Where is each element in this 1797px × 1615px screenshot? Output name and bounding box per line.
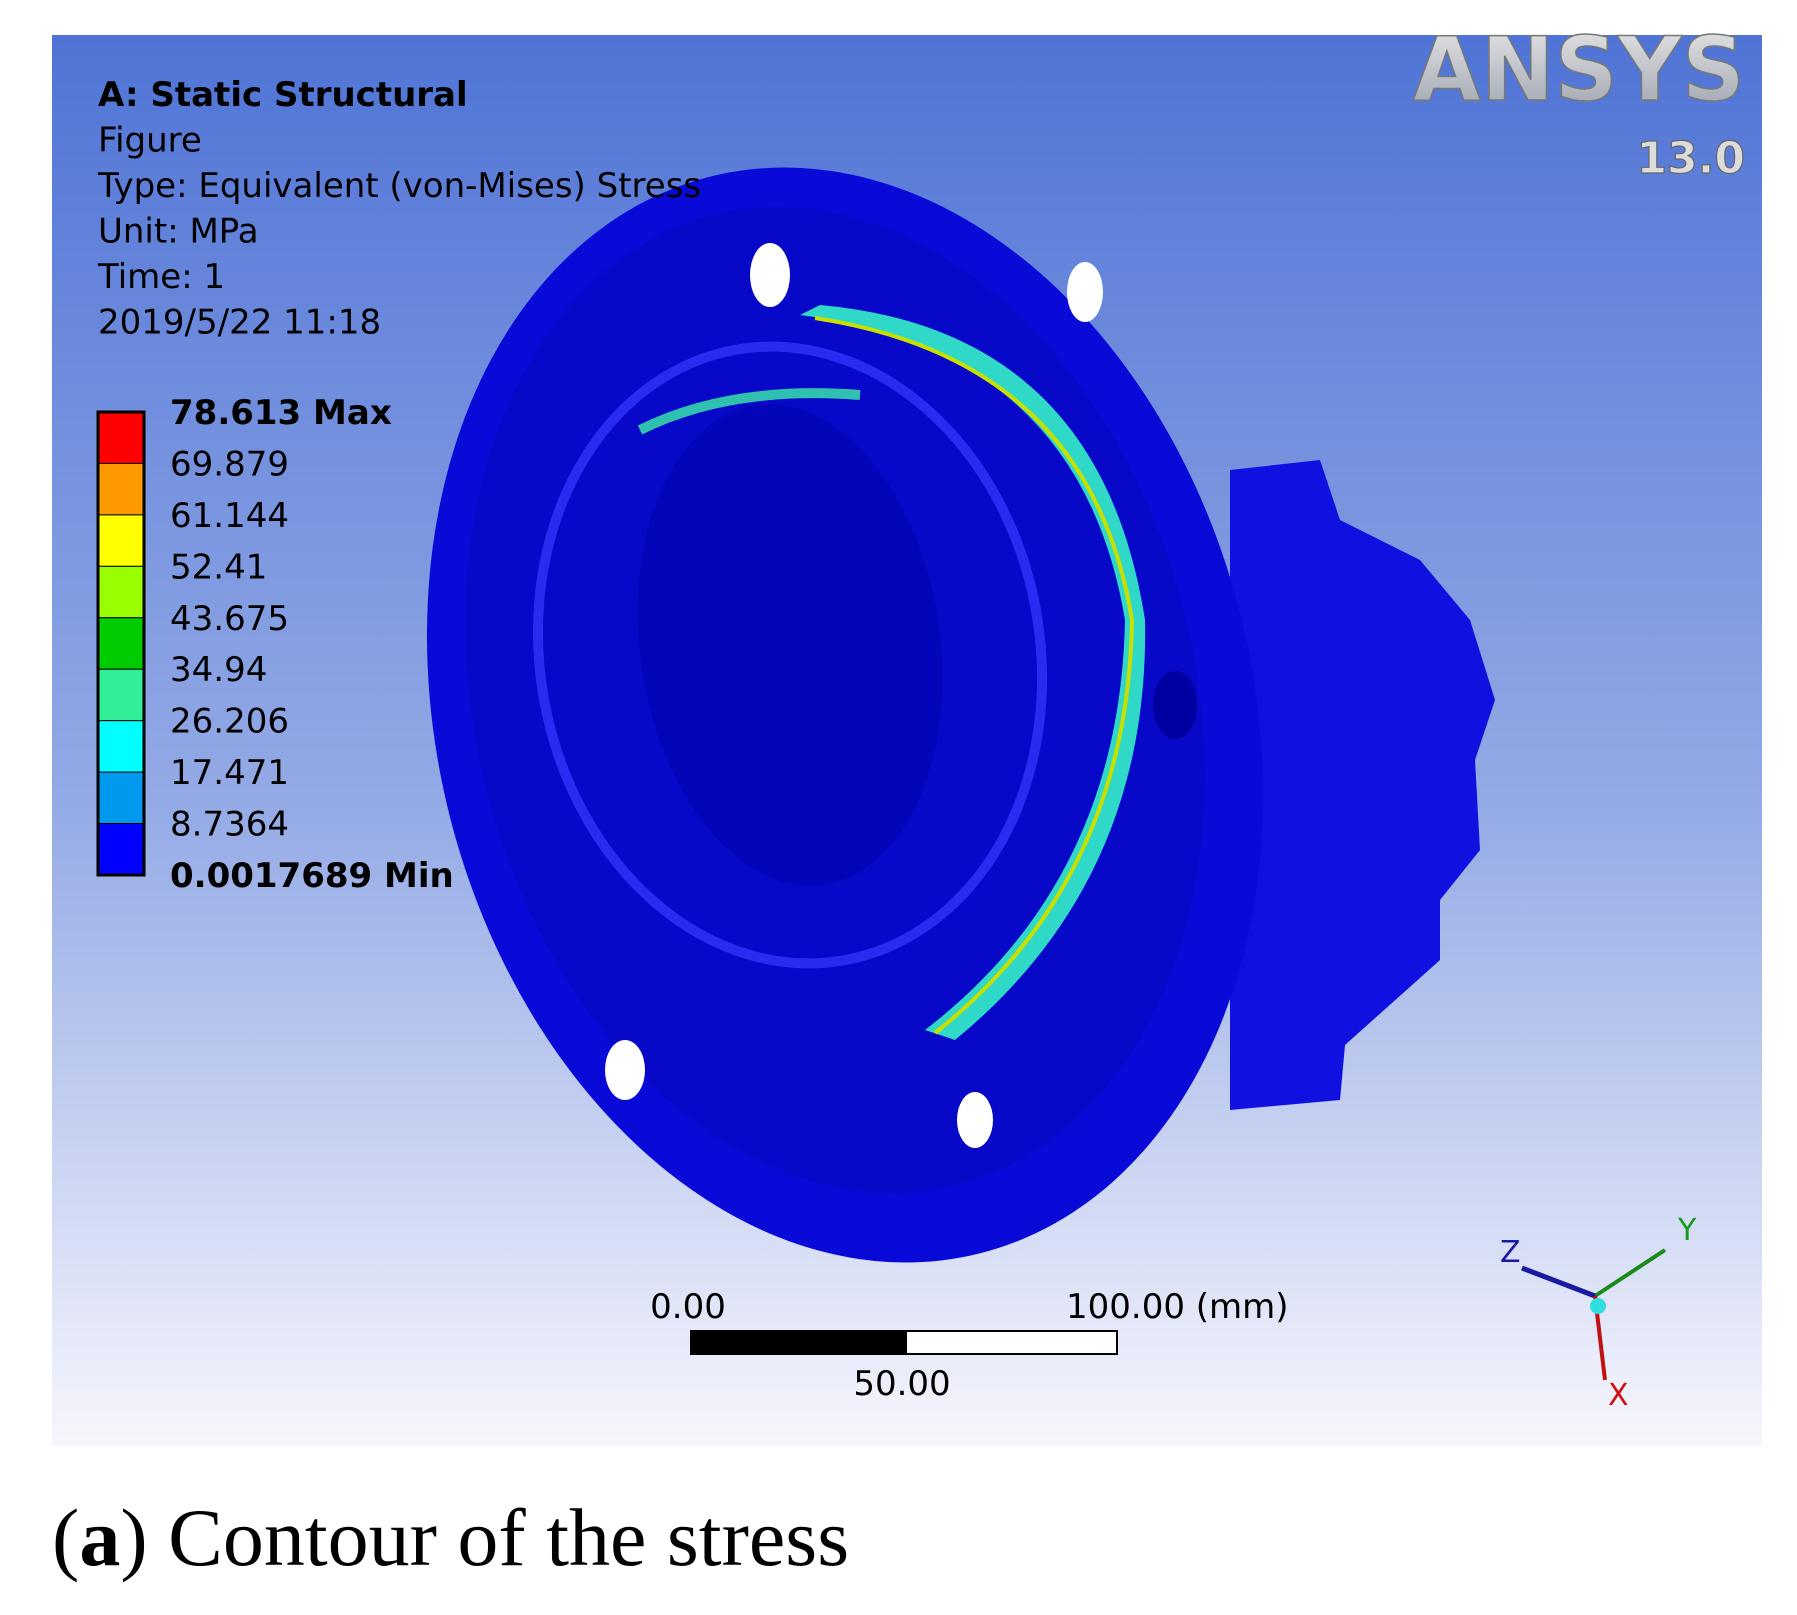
scale-middle: 50.00 bbox=[853, 1364, 950, 1404]
legend-swatch bbox=[97, 514, 145, 567]
info-line: Type: Equivalent (von-Mises) Stress bbox=[97, 166, 701, 206]
info-line: A: Static Structural bbox=[98, 75, 468, 115]
scale-bar-fill bbox=[691, 1331, 907, 1354]
axis-x: X bbox=[1608, 1378, 1629, 1413]
legend-swatch bbox=[97, 771, 145, 825]
legend-swatch bbox=[97, 720, 145, 773]
scale-start: 0.00 bbox=[650, 1287, 726, 1327]
info-line: Time: 1 bbox=[97, 257, 225, 297]
info-line: 2019/5/22 11:18 bbox=[98, 303, 381, 343]
legend-label: 17.471 bbox=[170, 753, 289, 793]
legend-swatch bbox=[97, 617, 145, 670]
legend-label: 34.94 bbox=[170, 650, 267, 690]
legend-frame bbox=[96, 410, 146, 877]
scale-end: 100.00 (mm) bbox=[1066, 1287, 1289, 1327]
legend-label: 78.613 Max bbox=[170, 393, 392, 433]
caption-text: Contour of the stress bbox=[168, 1492, 849, 1583]
caption-letter: a bbox=[79, 1492, 120, 1583]
triad: Y Z X bbox=[1500, 1213, 1697, 1413]
legend-label: 61.144 bbox=[170, 496, 289, 536]
legend-label: 0.0017689 Min bbox=[170, 856, 454, 896]
info-line: Unit: MPa bbox=[98, 212, 259, 252]
info-line: Figure bbox=[98, 121, 202, 161]
legend-label: 43.675 bbox=[170, 599, 289, 639]
legend-swatch bbox=[97, 565, 145, 619]
legend-label: 69.879 bbox=[170, 444, 289, 484]
version: 13.0 bbox=[1636, 133, 1745, 184]
legend-swatch bbox=[97, 462, 145, 516]
info-block: A: Static Structural Figure Type: Equivale… bbox=[97, 75, 701, 343]
axis-y: Y bbox=[1677, 1213, 1697, 1248]
model bbox=[426, 167, 1495, 1263]
scale-bar: 0.00 100.00 (mm) 50.00 bbox=[650, 1287, 1288, 1404]
legend-swatch bbox=[97, 668, 145, 722]
legend-label: 26.206 bbox=[170, 702, 289, 742]
legend-swatch bbox=[97, 411, 145, 464]
legend-swatch bbox=[97, 823, 145, 876]
axis-z: Z bbox=[1500, 1235, 1521, 1270]
legend-label: 52.41 bbox=[170, 547, 267, 587]
legend-label: 8.7364 bbox=[170, 805, 289, 845]
legend: 78.613 Max 69.879 61.144 52.41 43.675 34.94 26… bbox=[96, 393, 454, 896]
logo: ANSYS bbox=[1413, 18, 1745, 121]
caption: (a) Contour of the stress bbox=[52, 1492, 849, 1583]
